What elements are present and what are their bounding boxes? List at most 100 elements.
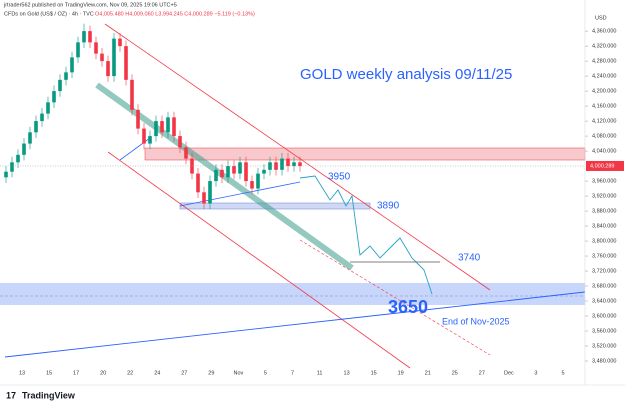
y-tick-label: 4,200.000 — [592, 89, 616, 95]
x-tick-label: 7 — [291, 370, 294, 376]
candle-body — [94, 42, 98, 54]
y-tick-label: 3,840.000 — [592, 224, 616, 230]
x-tick-label: 11 — [317, 370, 323, 376]
candle-body — [82, 31, 86, 43]
candle-body — [226, 166, 230, 178]
candle-body — [208, 181, 212, 204]
symbol-line: CFDs on Gold (US$ / OZ) · 4h · TVC — [4, 11, 94, 17]
candle-body — [136, 109, 140, 129]
x-tick-label: 15 — [371, 370, 377, 376]
candle-body — [172, 117, 176, 137]
projection-path — [299, 175, 433, 295]
last-price-box — [586, 160, 624, 171]
header: jrtrader562 published on TradingView.com… — [3, 2, 177, 8]
y-tick-label: 4,240.000 — [592, 74, 616, 80]
y-tick-label: 3,880.000 — [592, 209, 616, 215]
candle-body — [166, 117, 170, 133]
ohlc-line: O4,005.480 H4,009.060 L3,994.245 C4,000.… — [95, 11, 255, 17]
channel-lower — [107, 151, 411, 369]
candle-body — [130, 79, 134, 110]
candle-body — [250, 181, 254, 189]
chart-title: GOLD weekly analysis 09/11/25 — [300, 66, 512, 83]
channel-upper — [104, 23, 491, 291]
candle-body — [4, 171, 8, 178]
y-tick-label: 3,640.000 — [592, 298, 616, 304]
x-tick-label: 3 — [534, 370, 537, 376]
candle-body — [154, 121, 158, 137]
candle-body — [256, 173, 260, 189]
annotation: 3740 — [458, 253, 481, 264]
x-tick-label: 22 — [127, 370, 133, 376]
candle-body — [118, 38, 122, 47]
y-tick-label: 3,960.000 — [592, 179, 616, 185]
x-tick-label: 5 — [561, 370, 564, 376]
candle-body — [88, 31, 92, 43]
x-tick-label: 13 — [344, 370, 350, 376]
x-tick-label: 13 — [19, 370, 25, 376]
annotation: 3650 — [388, 297, 428, 317]
y-tick-label: 3,720.000 — [592, 268, 616, 274]
level-zone — [179, 202, 371, 210]
candle-body — [298, 162, 302, 167]
candle-body — [40, 113, 44, 122]
y-tick-label: 4,040.000 — [592, 149, 616, 155]
candle-body — [10, 162, 14, 172]
resistance-zone — [144, 147, 586, 161]
candle-body — [244, 162, 248, 182]
candle-body — [58, 79, 62, 92]
candle-body — [46, 102, 50, 114]
x-tick-label: 15 — [46, 370, 52, 376]
candle-body — [112, 38, 116, 77]
y-tick-label: 3,480.000 — [592, 358, 616, 364]
candle-body — [220, 169, 224, 178]
candle-body — [148, 136, 152, 144]
candle-body — [190, 158, 194, 174]
candle-body — [238, 162, 242, 174]
x-tick-label: 19 — [398, 370, 404, 376]
x-tick-label: 29 — [208, 370, 214, 376]
x-tick-label: 25 — [452, 370, 458, 376]
x-tick-label: 27 — [181, 370, 187, 376]
candle-body — [76, 42, 80, 58]
last-price-label: 4,000.289 — [590, 163, 614, 169]
brand: TradingView — [22, 390, 76, 400]
candle-body — [28, 132, 32, 144]
x-tick-label: 21 — [425, 370, 431, 376]
candle-body — [64, 72, 68, 80]
y-tick-label: 4,360.000 — [592, 29, 616, 35]
annotation: 3950 — [328, 172, 351, 183]
brand-logo: 17 — [6, 390, 16, 400]
candle-body — [196, 173, 200, 193]
candle-body — [160, 121, 164, 133]
y-tick-label: 3,920.000 — [592, 194, 616, 200]
y-tick-label: 4,120.000 — [592, 119, 616, 125]
annotation: End of Nov-2025 — [442, 316, 510, 326]
candle-body — [202, 192, 206, 204]
candle-body — [232, 166, 236, 174]
trend-line-mid — [179, 181, 301, 207]
y-tick-label: 3,800.000 — [592, 239, 616, 245]
candle-body — [280, 158, 284, 170]
x-tick-label: 24 — [154, 370, 160, 376]
x-tick-label: 27 — [479, 370, 485, 376]
candle-body — [70, 57, 74, 73]
support-zone — [0, 283, 585, 305]
candle-body — [214, 169, 218, 182]
x-tick-label: 20 — [100, 370, 106, 376]
y-tick-label: 3,600.000 — [592, 313, 616, 319]
x-tick-label: Dec — [504, 370, 514, 376]
candle-body — [100, 53, 104, 62]
candle-body — [124, 46, 128, 80]
x-tick-label: 5 — [264, 370, 267, 376]
annotation: 3890 — [377, 201, 400, 212]
candle-body — [52, 91, 56, 103]
y-tick-label: 3,760.000 — [592, 253, 616, 259]
y-tick-label: 3,520.000 — [592, 343, 616, 349]
candle-body — [34, 121, 38, 133]
currency: USD — [595, 15, 607, 21]
y-tick-label: 4,280.000 — [592, 59, 616, 65]
candle-body — [142, 128, 146, 144]
candle-body — [22, 143, 26, 155]
y-tick-label: 3,560.000 — [592, 328, 616, 334]
